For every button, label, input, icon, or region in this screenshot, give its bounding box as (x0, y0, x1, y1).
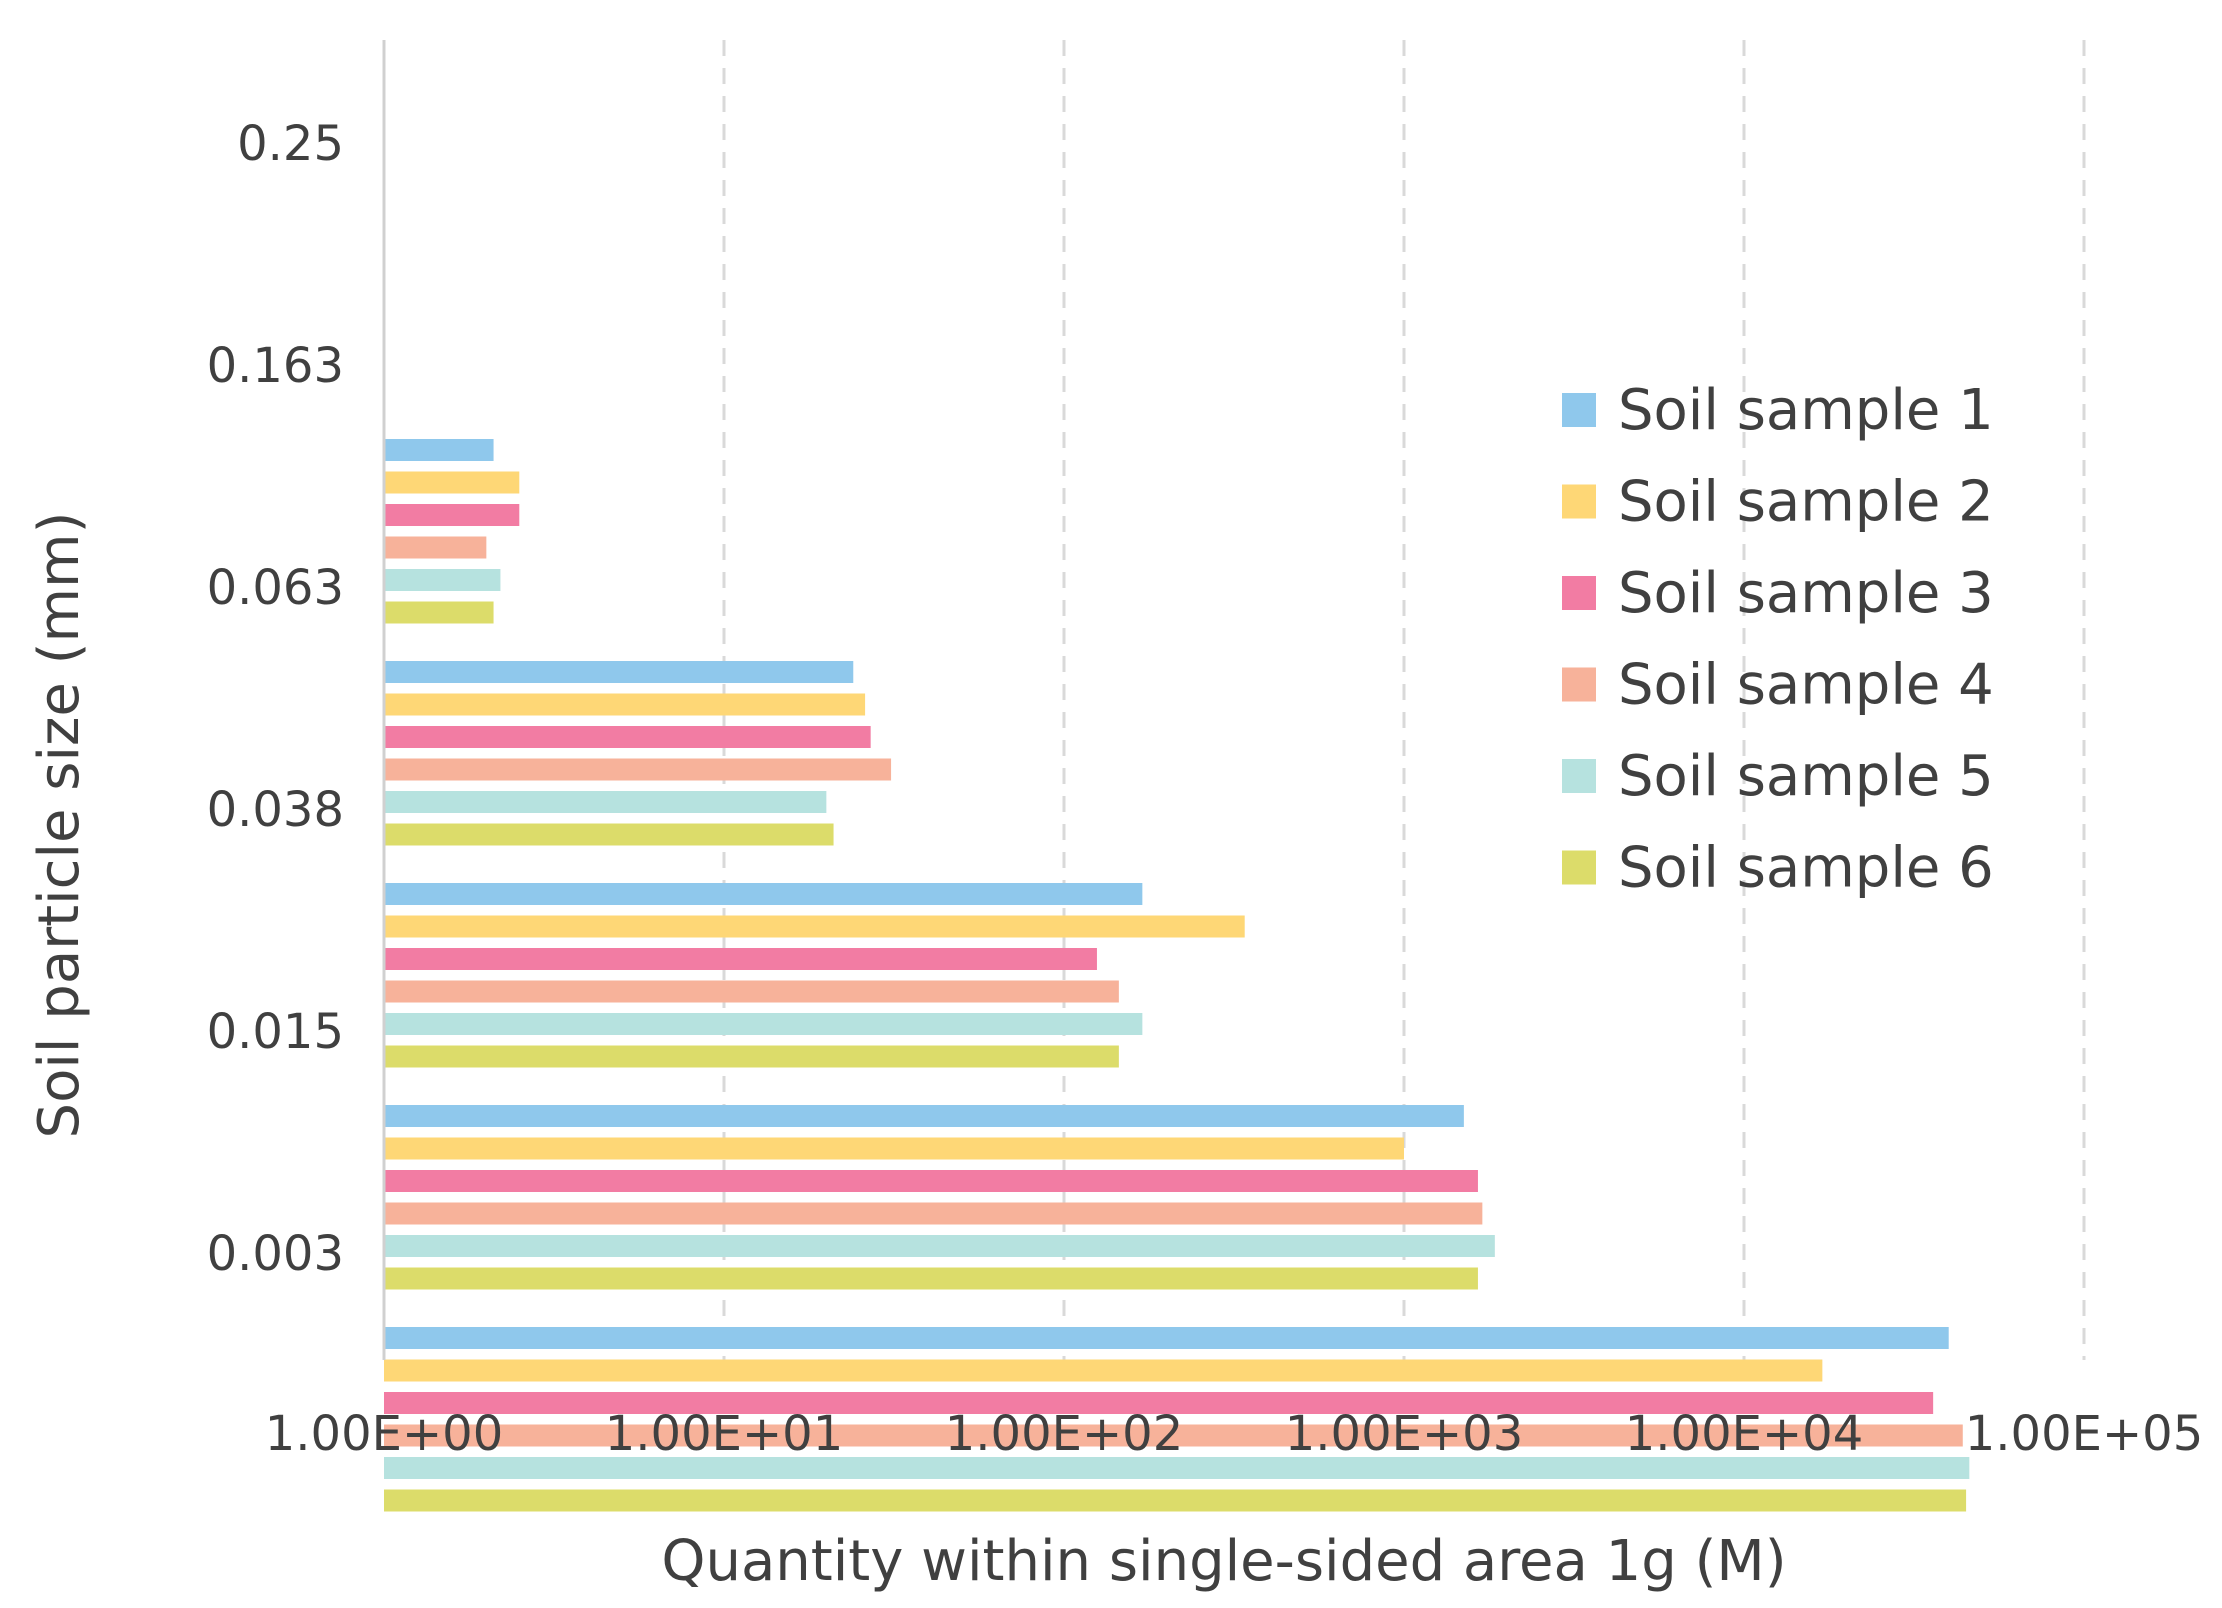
bar (384, 980, 1119, 1003)
bar (384, 471, 520, 494)
bar (384, 758, 892, 781)
legend-label: Soil sample 4 (1618, 653, 1994, 718)
bar (384, 1489, 1967, 1512)
x-tick-label: 1.00E+03 (1285, 1406, 1524, 1462)
bar (384, 661, 854, 683)
x-tick-label: 1.00E+01 (605, 1406, 844, 1462)
bar (384, 726, 871, 748)
bars (384, 439, 1970, 1512)
bar (384, 439, 494, 461)
x-tick-label: 1.00E+00 (265, 1406, 504, 1462)
y-tick-label: 0.163 (207, 338, 344, 394)
bar (384, 791, 827, 813)
y-tick-label: 0.063 (207, 560, 344, 616)
legend: Soil sample 1 Soil sample 2 Soil sample 3 S… (1562, 378, 1994, 901)
legend-label: Soil sample 1 (1618, 378, 1994, 443)
bar (384, 693, 866, 716)
bar (384, 1457, 1970, 1479)
bar (384, 1424, 1963, 1447)
bar (384, 948, 1097, 970)
bar (384, 1327, 1949, 1349)
bar (384, 1202, 1483, 1225)
x-tick-label: 1.00E+04 (1625, 1406, 1864, 1462)
bar (384, 504, 520, 526)
x-tick-label: 1.00E+05 (1965, 1406, 2204, 1462)
bar (384, 601, 494, 624)
legend-swatch (1562, 576, 1596, 610)
bar (384, 569, 501, 591)
y-tick-label: 0.015 (207, 1004, 344, 1060)
bar (384, 1170, 1478, 1192)
legend-label: Soil sample 6 (1618, 836, 1994, 901)
legend-swatch (1562, 393, 1596, 427)
bar (384, 1235, 1495, 1257)
legend-swatch (1562, 484, 1596, 519)
legend-swatch (1562, 667, 1596, 702)
x-tick-label: 1.00E+02 (945, 1406, 1184, 1462)
bar (384, 1359, 1823, 1382)
y-tick-label: 0.25 (237, 116, 344, 172)
x-axis-title: Quantity within single-sided area 1g (M) (661, 1529, 1786, 1594)
y-axis-title: Soil particle size (mm) (27, 512, 92, 1139)
bar (384, 1013, 1143, 1035)
bar (384, 536, 487, 559)
y-axis-ticks: 0.25 0.163 0.063 0.038 0.015 0.003 (207, 116, 344, 1282)
legend-label: Soil sample 5 (1618, 744, 1994, 809)
y-tick-label: 0.038 (207, 782, 344, 838)
bar (384, 823, 834, 846)
bar (384, 1045, 1119, 1068)
legend-label: Soil sample 2 (1618, 470, 1994, 535)
bar (384, 1267, 1478, 1290)
bar (384, 1392, 1934, 1414)
y-tick-label: 0.003 (207, 1226, 344, 1282)
bar (384, 1105, 1464, 1127)
bar (384, 883, 1143, 905)
x-axis-ticks: 1.00E+00 1.00E+01 1.00E+02 1.00E+03 1.00E+04… (265, 1406, 2204, 1462)
legend-swatch (1562, 850, 1596, 885)
legend-swatch (1562, 759, 1596, 793)
bar (384, 1137, 1404, 1160)
legend-label: Soil sample 3 (1618, 561, 1994, 626)
bar (384, 915, 1245, 938)
